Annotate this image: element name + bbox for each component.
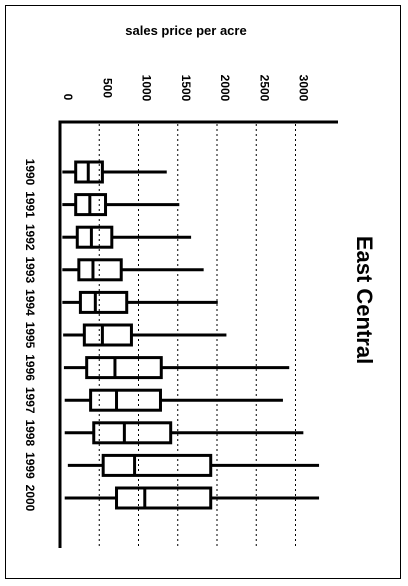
y-tick-label: 2500 [257, 75, 271, 102]
box [101, 453, 213, 477]
box [85, 356, 163, 380]
chart-title: East Central [352, 236, 377, 364]
chart-frame [5, 5, 401, 579]
y-tick-label: 2000 [218, 75, 232, 102]
category-label: 1996 [23, 354, 37, 381]
category-label: 1995 [23, 322, 37, 349]
category-label: 1990 [23, 159, 37, 186]
y-tick-label: 500 [100, 78, 114, 98]
y-tick-label: 1500 [179, 75, 193, 102]
y-tick-label: 3000 [297, 75, 311, 102]
box-layer [62, 160, 320, 510]
y-tick-label: 1000 [140, 75, 154, 102]
category-label: 1991 [23, 191, 37, 218]
category-label: 1994 [23, 289, 37, 316]
box [78, 290, 129, 314]
category-label: 1997 [23, 387, 37, 414]
category-label: 2000 [23, 485, 37, 512]
axis-layer: 0 500 1000 1500 2000 2500 3000 1990 1991 1992 1993… [23, 75, 338, 548]
box [89, 388, 162, 412]
category-label: 1992 [23, 224, 37, 251]
box [75, 225, 114, 249]
category-label: 1999 [23, 452, 37, 479]
y-axis-label: sales price per acre [125, 23, 246, 38]
y-tick-label: 0 [61, 94, 75, 101]
category-label: 1993 [23, 256, 37, 283]
box [82, 323, 133, 347]
category-label: 1998 [23, 419, 37, 446]
box [77, 258, 123, 282]
box [92, 421, 173, 445]
box [115, 486, 213, 510]
